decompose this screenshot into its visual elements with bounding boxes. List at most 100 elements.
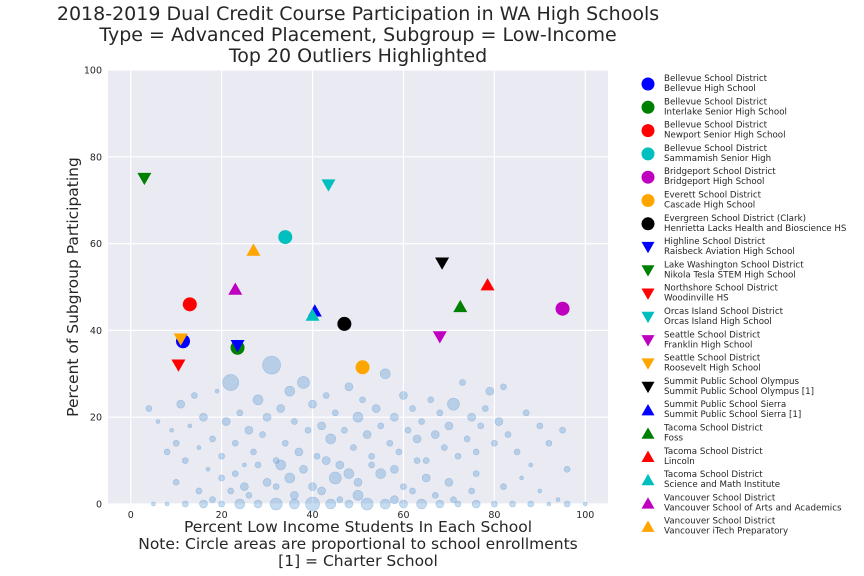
legend-school: Roosevelt High School [664,364,761,374]
x-tick-label: 100 [576,510,594,521]
background-point [468,487,475,495]
background-point [317,486,326,496]
legend-district: Bridgeport School District [664,167,776,177]
legend-marker [641,358,655,370]
background-point [409,405,416,412]
background-point [205,466,211,472]
outlier-point [435,257,450,270]
background-point [294,447,304,457]
background-point [352,411,364,423]
outlier-point [171,359,186,372]
legend-school: Sammamish Senior High [664,154,771,164]
grid-lines [108,69,608,505]
legend-marker [641,241,655,254]
background-point [481,405,489,412]
background-point [504,431,512,438]
y-axis-ticks: 0 20 40 60 80 100 [84,66,102,511]
background-point [477,422,485,430]
legend-district: Highline School District [664,237,766,247]
background-point [563,465,571,473]
background-point [240,482,249,491]
background-point [172,478,180,486]
background-point [430,430,440,439]
background-point [459,379,466,386]
background-point [259,431,266,438]
legend-school: Science and Math Institute [664,480,780,490]
outlier-point [453,299,468,313]
legend-marker [641,170,655,184]
y-tick-label: 80 [90,152,102,163]
background-point [400,483,407,490]
background-point [513,448,521,456]
background-point [262,412,272,422]
background-point [368,461,375,469]
background-point [344,499,354,509]
background-points [145,355,588,512]
background-point [262,477,272,487]
background-point [218,500,225,508]
x-axis-label-line: Note: Circle areas are proportional to s… [138,535,578,553]
background-point [244,425,254,435]
background-point [331,409,339,417]
outlier-point [182,297,197,312]
background-point [199,499,208,509]
legend-marker [641,288,655,300]
background-point [546,501,552,507]
outlier-point [173,333,188,346]
x-axis-label-line: Percent Low Income Students In Each Scho… [184,518,532,536]
background-point [155,419,161,424]
background-point [297,376,310,389]
legend-district: Bellevue School District [664,121,768,131]
legend-district: Lake Washington School District [664,260,804,270]
background-point [172,439,180,447]
background-point [427,396,435,404]
background-point [528,462,534,468]
background-point [209,435,216,443]
background-point [218,452,225,460]
background-point [181,500,189,508]
outlier-point [137,172,152,186]
outlier-point [305,308,320,321]
outlier-point [321,179,336,192]
background-point [362,430,372,439]
background-point [582,501,588,507]
background-point [350,444,357,451]
background-point [436,409,444,417]
y-tick-label: 0 [96,500,102,511]
background-point [377,422,385,430]
y-axis-label: Percent of Subgroup Participating [64,157,82,417]
background-point [242,462,247,468]
legend-marker [641,194,655,207]
background-point [353,477,363,487]
legend-school: Cascade High School [664,201,755,211]
background-point [269,497,283,511]
legend-marker [641,100,655,114]
outlier-point [246,243,261,256]
background-point [444,421,454,431]
x-tick-label: 80 [488,510,500,521]
legend-district: Summit Public School Sierra [664,400,786,410]
background-point [494,417,504,426]
outlier-point [432,331,447,344]
chart-title-line: 2018-2019 Dual Credit Course Participati… [57,3,659,25]
legend-school: Lincoln [664,457,695,467]
legend-marker [641,217,655,231]
background-point [519,475,524,481]
outlier-points [137,172,570,375]
background-point [272,483,280,490]
background-point [299,464,308,474]
background-point [454,452,462,460]
background-point [245,492,253,499]
background-point [196,445,202,450]
plot-area [108,70,608,504]
background-point [422,457,430,464]
legend-marker [641,311,655,324]
background-point [322,392,330,399]
legend-marker [641,404,655,416]
background-point [472,448,480,456]
background-point [163,448,171,456]
background-point [368,452,375,460]
background-point [321,456,331,465]
